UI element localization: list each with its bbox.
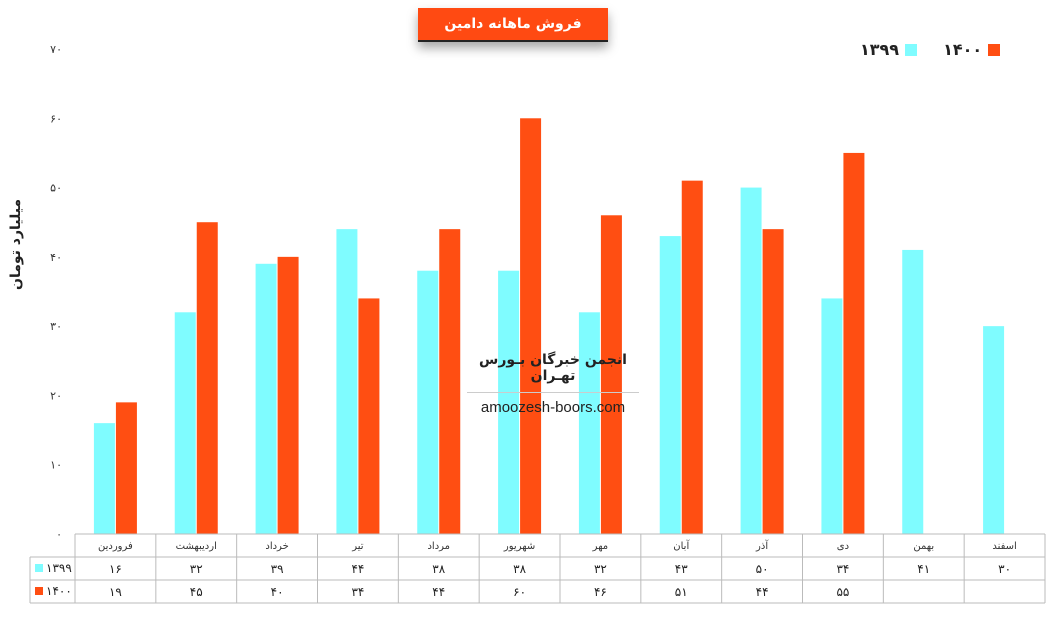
bar-1400 [439, 229, 461, 534]
legend-swatch-1400 [988, 43, 1001, 56]
y-tick-label: ۴۰ [50, 251, 62, 264]
y-tick-label: ۲۰ [50, 389, 62, 402]
x-category-label: تیر [351, 541, 364, 552]
bar-1399 [659, 236, 681, 535]
bar-1400 [762, 229, 784, 534]
x-category-label: اسفند [992, 541, 1016, 552]
data-value-label: ۵۰ [756, 562, 769, 576]
x-category-label: مهر [592, 541, 608, 552]
data-value-label: ۳۸ [432, 562, 445, 576]
x-category-label: آبان [673, 539, 690, 552]
chart-title: فروش ماهانه دامین [418, 8, 608, 42]
data-value-label: ۴۰ [271, 585, 284, 599]
bar-1399 [417, 270, 439, 534]
y-tick-label: ۷۰ [50, 43, 62, 56]
watermark-title: انجمن خبرگان بـورس تهـران [467, 352, 639, 393]
legend-item-1399: ۱۳۹۹ [860, 40, 918, 59]
bar-1399 [498, 270, 520, 534]
y-tick-label: ۳۰ [50, 320, 62, 333]
table-legend-swatch [35, 587, 43, 595]
data-value-label: ۴۵ [190, 585, 203, 599]
legend-swatch-1399 [905, 43, 918, 56]
bar-1399 [740, 187, 762, 535]
x-category-label: فروردین [98, 541, 133, 552]
data-value-label: ۳۸ [513, 562, 526, 576]
data-value-label: ۴۳ [675, 562, 688, 576]
x-category-label: شهریور [503, 541, 535, 552]
bar-1399 [93, 423, 115, 534]
data-value-label: ۴۶ [594, 585, 607, 599]
bar-1399 [902, 249, 924, 534]
table-legend-swatch [35, 564, 43, 572]
data-value-label: ۴۴ [756, 585, 769, 599]
data-value-label: ۱۹ [109, 585, 122, 599]
x-category-label: خرداد [265, 541, 288, 552]
y-tick-label: ۵۰ [50, 182, 62, 195]
y-tick-label: ۶۰ [50, 112, 62, 125]
data-value-label: ۳۲ [190, 562, 203, 576]
bar-1399 [578, 312, 600, 534]
data-value-label: ۴۱ [917, 562, 930, 576]
bar-1399 [821, 298, 843, 534]
y-tick-label: ۰ [56, 528, 62, 541]
bar-1400 [277, 256, 299, 534]
bar-1399 [983, 326, 1005, 534]
watermark-url: amoozesh-boors.com [480, 399, 626, 416]
legend-label-1400: ۱۴۰۰ [943, 40, 983, 59]
data-value-label: ۳۲ [594, 562, 607, 576]
bar-1400 [520, 118, 542, 535]
x-category-label: مرداد [427, 541, 450, 552]
data-value-label: ۳۴ [836, 562, 849, 576]
data-value-label: ۶۰ [513, 585, 526, 599]
table-series-name: ۱۴۰۰ [46, 584, 72, 598]
data-value-label: ۵۵ [836, 585, 849, 599]
bar-1400 [358, 298, 380, 534]
bar-1400 [681, 180, 703, 534]
table-series-name: ۱۳۹۹ [46, 561, 72, 575]
x-category-label: بهمن [913, 541, 934, 552]
legend-label-1399: ۱۳۹۹ [860, 40, 900, 59]
data-value-label: ۵۱ [675, 585, 688, 599]
bar-1399 [255, 263, 277, 534]
data-value-label: ۴۴ [432, 585, 445, 599]
x-category-label: آذر [755, 539, 769, 552]
x-category-label: دی [837, 541, 849, 552]
data-value-label: ۱۶ [109, 562, 122, 576]
watermark: انجمن خبرگان بـورس تهـران amoozesh-boors… [467, 352, 639, 416]
bar-1400 [115, 402, 137, 534]
data-value-label: ۳۹ [271, 562, 284, 576]
bar-1400 [196, 222, 218, 534]
bar-1399 [174, 312, 196, 534]
data-value-label: ۳۴ [351, 585, 364, 599]
bar-1400 [843, 152, 865, 534]
x-category-label: اردیبهشت [176, 541, 217, 552]
y-tick-label: ۱۰ [50, 459, 62, 472]
legend: ۱۴۰۰ ۱۳۹۹ [860, 40, 1001, 59]
data-value-label: ۴۴ [351, 562, 364, 576]
bar-1400 [600, 215, 622, 535]
legend-item-1400: ۱۴۰۰ [943, 40, 1001, 59]
bar-1399 [336, 229, 358, 534]
data-value-label: ۳۰ [998, 562, 1011, 576]
